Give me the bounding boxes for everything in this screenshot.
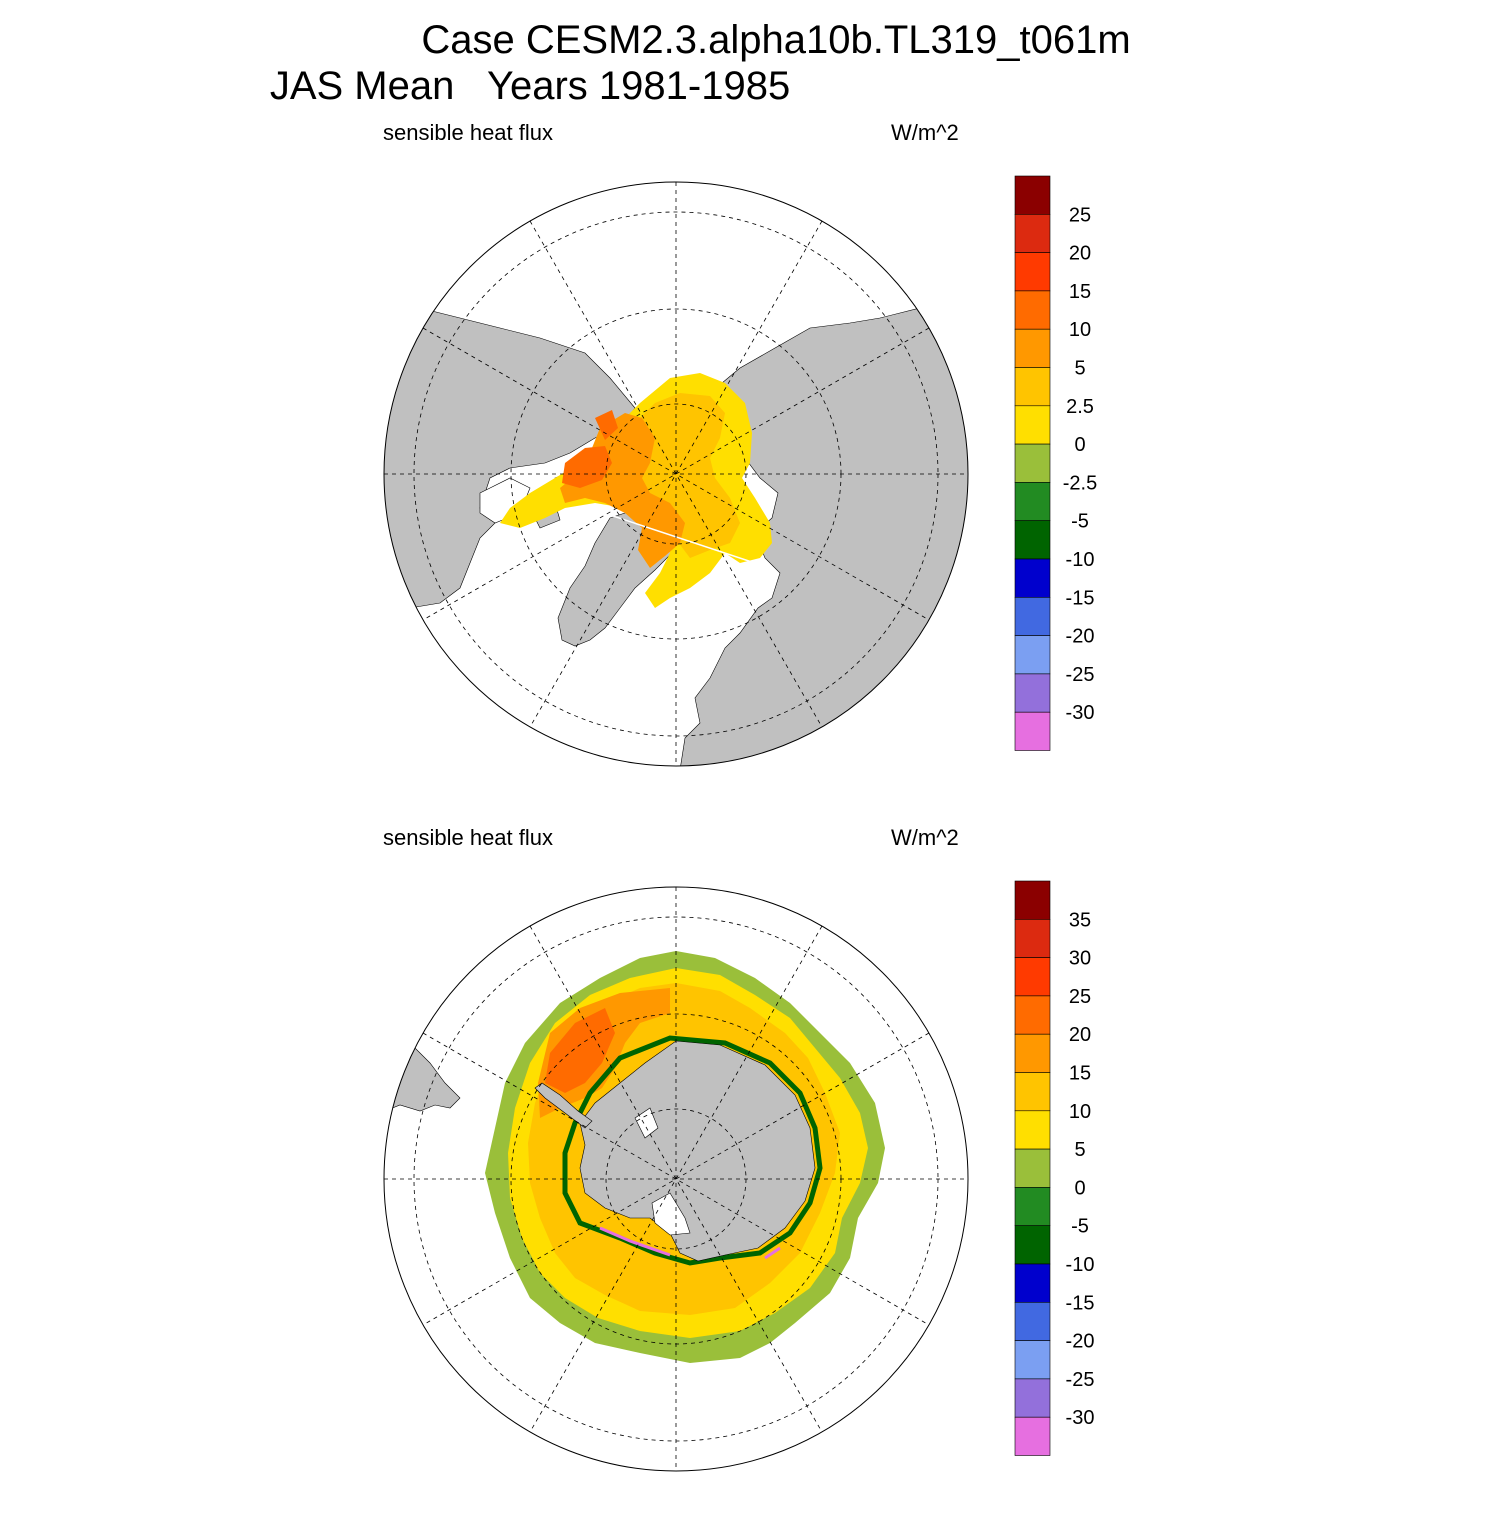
colorbar-tick-label: -20 [1066, 1331, 1095, 1353]
colorbar-tick-label: 30 [1069, 948, 1091, 970]
land-north-america [384, 297, 636, 619]
colorbar-tick-label: -10 [1066, 1254, 1095, 1276]
land-eurasia [679, 307, 968, 766]
colorbar-swatch [1014, 405, 1051, 445]
polar-grid [384, 182, 968, 766]
colorbar-tick-label: -30 [1066, 702, 1095, 724]
polar-grid [384, 887, 968, 1471]
colorbar-swatch [1014, 880, 1051, 920]
flux-ring-dark-orange [545, 1008, 615, 1093]
colorbar-tick-label: -25 [1066, 1369, 1095, 1391]
colorbar-swatch [1014, 711, 1051, 751]
colorbar-swatch [1014, 290, 1051, 330]
colorbar-swatch [1014, 995, 1051, 1035]
colorbar-tick-label: 35 [1069, 909, 1091, 931]
colorbar-tick-label: -2.5 [1063, 472, 1097, 494]
colorbar-swatch [1014, 918, 1051, 958]
colorbar-swatch [1014, 1187, 1051, 1226]
colorbar-swatch [1014, 520, 1051, 560]
variable-label: sensible heat flux [383, 120, 553, 145]
colorbar-swatch [1014, 328, 1051, 368]
south-polar-map [383, 886, 969, 1472]
colorbar-swatch [1014, 367, 1051, 407]
colorbar-swatch [1014, 482, 1051, 521]
plot-title-case: Case CESM2.3.alpha10b.TL319_t061m [421, 18, 1131, 62]
colorbar-tick-label: 0 [1074, 1177, 1085, 1199]
colorbar-tick-label: 10 [1069, 1101, 1091, 1123]
colorbar-swatch [1014, 1072, 1051, 1112]
colorbar-swatch [1014, 1033, 1051, 1073]
plot-title-period: JAS Mean Years 1981-1985 [269, 64, 791, 108]
colorbar-swatch [1014, 1378, 1051, 1418]
colorbar-tick-label: 0 [1074, 434, 1085, 456]
colorbar-tick-label: 25 [1069, 204, 1091, 226]
colorbar-tick-label: 25 [1069, 986, 1091, 1008]
colorbar-tick-label: 15 [1069, 281, 1091, 303]
colorbar-tick-label: 20 [1069, 1024, 1091, 1046]
colorbar-swatch [1014, 1148, 1051, 1188]
colorbar-tick-label: 2.5 [1066, 396, 1094, 418]
colorbar-swatch [1014, 443, 1051, 483]
map-boundary [383, 181, 969, 767]
land-antarctic-peninsula [534, 1082, 593, 1129]
colorbar-swatch [1014, 252, 1051, 292]
variable-label: sensible heat flux [383, 825, 553, 850]
colorbar-swatch [1014, 1301, 1051, 1341]
north-polar-map [383, 181, 969, 767]
colorbar-swatch [1014, 558, 1051, 598]
colorbar-tick-label: 10 [1069, 319, 1091, 341]
colorbar-tick-label: -20 [1066, 626, 1095, 648]
units-label: W/m^2 [891, 120, 959, 145]
colorbar-swatch [1014, 957, 1051, 997]
colorbar-tick-label: 15 [1069, 1063, 1091, 1085]
colorbar-swatch [1014, 175, 1051, 215]
north-hemisphere-panel: sensible heat flux W/m^2 [0, 110, 1500, 830]
colorbar-tick-label: -5 [1071, 511, 1089, 533]
colorbar-south: 35 30 25 20 15 10 5 0 -5 -10 -15 -20 -25 -30 [1014, 880, 1094, 1456]
colorbar-swatch [1014, 1340, 1051, 1380]
colorbar-swatch [1014, 1263, 1051, 1303]
grid-seam-line [609, 514, 771, 569]
colorbar-swatch [1014, 1416, 1051, 1456]
south-hemisphere-panel: sensible heat flux W/m^2 [0, 815, 1500, 1535]
flux-coastal-negative [562, 1035, 823, 1266]
colorbar-tick-label: 5 [1074, 358, 1085, 380]
colorbar-tick-label: -15 [1066, 1292, 1095, 1314]
weddell-ice-shelf [634, 1107, 659, 1139]
colorbar-swatch [1014, 213, 1051, 253]
colorbar-swatch [1014, 635, 1051, 675]
colorbar-tick-label: -5 [1071, 1216, 1089, 1238]
colorbar-tick-label: -10 [1066, 549, 1095, 571]
colorbar-swatch [1014, 1110, 1051, 1150]
colorbar-tick-label: -30 [1066, 1407, 1095, 1429]
colorbar-swatch [1014, 596, 1051, 636]
colorbar-tick-label: -15 [1066, 587, 1095, 609]
colorbar-tick-label: -25 [1066, 664, 1095, 686]
colorbar-north: 25 20 15 10 5 2.5 0 -2.5 -5 -10 -15 -20 -25 -30 [1014, 175, 1097, 751]
colorbar-tick-label: 5 [1074, 1139, 1085, 1161]
colorbar-tick-label: 20 [1069, 243, 1091, 265]
colorbar-swatch [1014, 673, 1051, 713]
colorbar-swatch [1014, 1225, 1051, 1265]
map-boundary [383, 886, 969, 1472]
units-label: W/m^2 [891, 825, 959, 850]
flux-arctic-dark-orange [562, 410, 618, 488]
